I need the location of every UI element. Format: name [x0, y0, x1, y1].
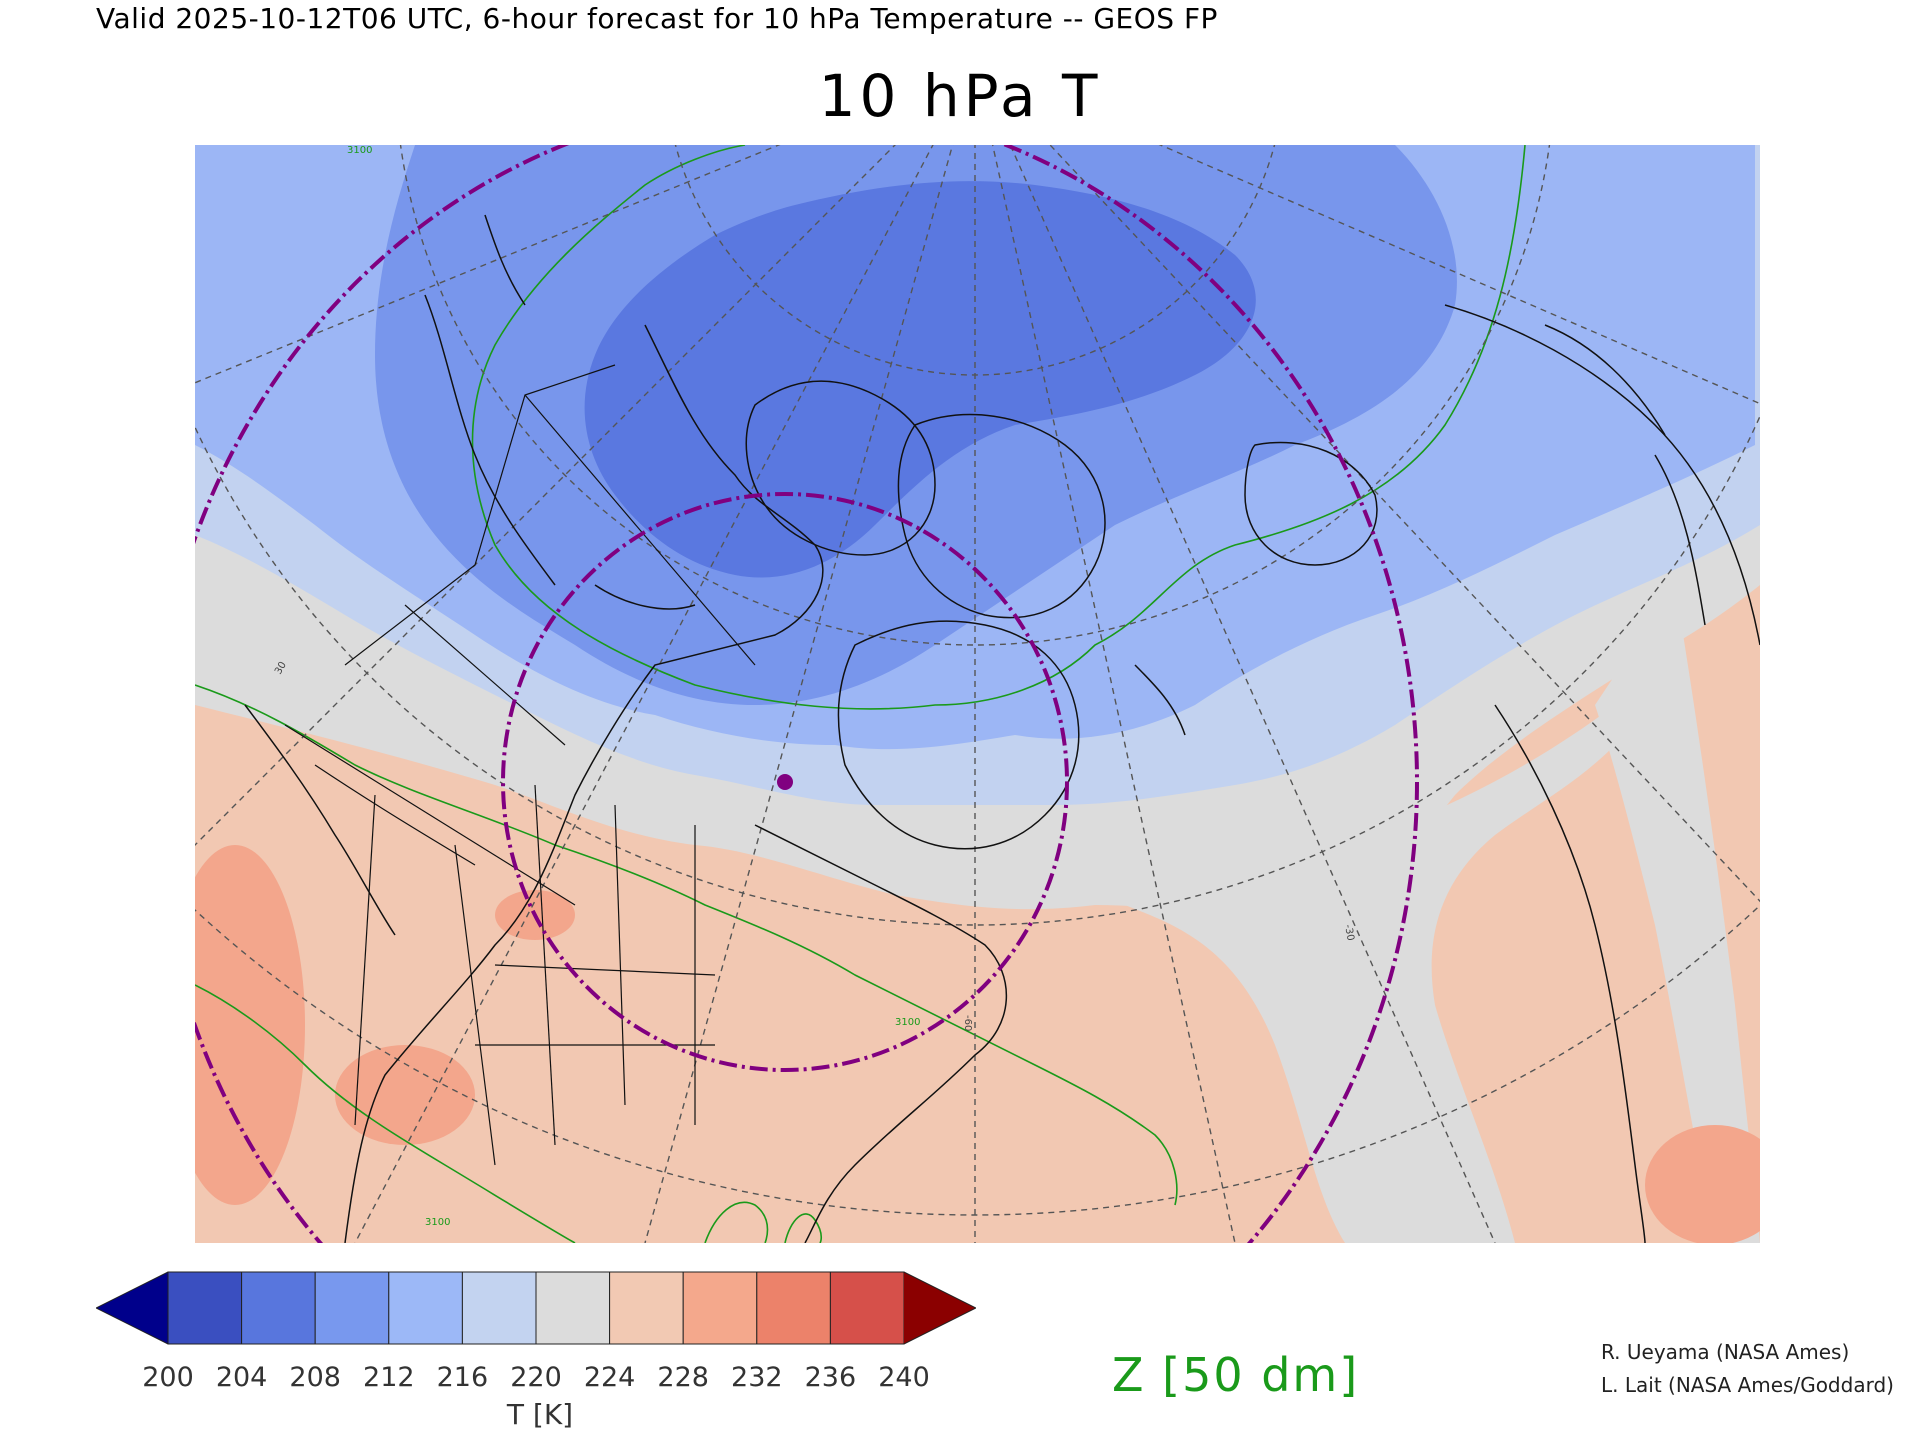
colorbar-swatch	[314, 1271, 390, 1345]
contour-label-2: 3100	[895, 1017, 920, 1028]
neutral-atlantic-tongue	[1125, 705, 1615, 1243]
colorbar-tick-label: 240	[878, 1362, 930, 1393]
map-panel: 3100 3100 3100 -60 -30 30	[195, 145, 1760, 1243]
gridline-label-1: -60	[962, 1015, 973, 1031]
colorbar-tick-label: 228	[657, 1362, 709, 1393]
colorbar-tick-label: 212	[363, 1362, 415, 1393]
colorbar-high-arrow	[904, 1272, 976, 1344]
geopotential-contours	[195, 145, 1526, 1243]
colorbar-swatch	[829, 1271, 905, 1345]
warmer-patch-southeast	[1645, 1125, 1760, 1243]
colorbar-swatches	[167, 1271, 905, 1345]
colorbar-units-label: T [K]	[506, 1398, 574, 1431]
coastlines	[244, 214, 1760, 1243]
colorbar-tick-label: 220	[510, 1362, 562, 1393]
station-marker	[777, 774, 793, 790]
colorbar-tick-label: 224	[583, 1362, 636, 1393]
colorbar-outline	[96, 1271, 976, 1345]
colorbar-swatch	[241, 1271, 316, 1345]
colorbar-swatch	[388, 1271, 463, 1345]
credit-line-2: L. Lait (NASA Ames/Goddard)	[1601, 1373, 1894, 1397]
gridline-label-2: -30	[1342, 924, 1356, 942]
overlay-field-label: Z [50 dm]	[1112, 1348, 1360, 1402]
colorbar-tick-label: 236	[804, 1362, 857, 1393]
neutral-east-band	[1595, 585, 1760, 1243]
colorbar-swatch	[682, 1271, 758, 1345]
map-canvas: 3100 3100 3100 -60 -30 30	[195, 145, 1760, 1243]
colorbar-swatch	[167, 1271, 243, 1345]
forecast-valid-line: Valid 2025-10-12T06 UTC, 6-hour forecast…	[96, 2, 1218, 35]
colorbar-swatch	[535, 1271, 611, 1345]
warmer-patch-west	[195, 845, 305, 1205]
colorbar-low-arrow	[96, 1272, 168, 1344]
colorbar	[96, 1271, 976, 1345]
colorbar-tick-label: 232	[731, 1362, 783, 1393]
colorbar-tick-label: 216	[436, 1362, 489, 1393]
range-rings	[195, 145, 1419, 1243]
credit-line-1: R. Ueyama (NASA Ames)	[1601, 1340, 1850, 1364]
colorbar-swatch	[756, 1271, 831, 1345]
colorbar-swatch	[609, 1271, 684, 1345]
colorbar-swatch	[461, 1271, 537, 1345]
colorbar-tick-label: 208	[289, 1362, 341, 1393]
contour-label-1: 3100	[347, 145, 372, 156]
graticule	[195, 145, 1760, 1243]
map-title: 10 hPa T	[818, 62, 1102, 130]
colorbar-tick-label: 204	[215, 1362, 268, 1393]
warmer-patch-texas	[335, 1045, 475, 1145]
political-boundaries	[284, 364, 756, 1166]
colorbar-tick-label: 200	[142, 1362, 194, 1393]
contour-label-3: 3100	[425, 1217, 450, 1228]
